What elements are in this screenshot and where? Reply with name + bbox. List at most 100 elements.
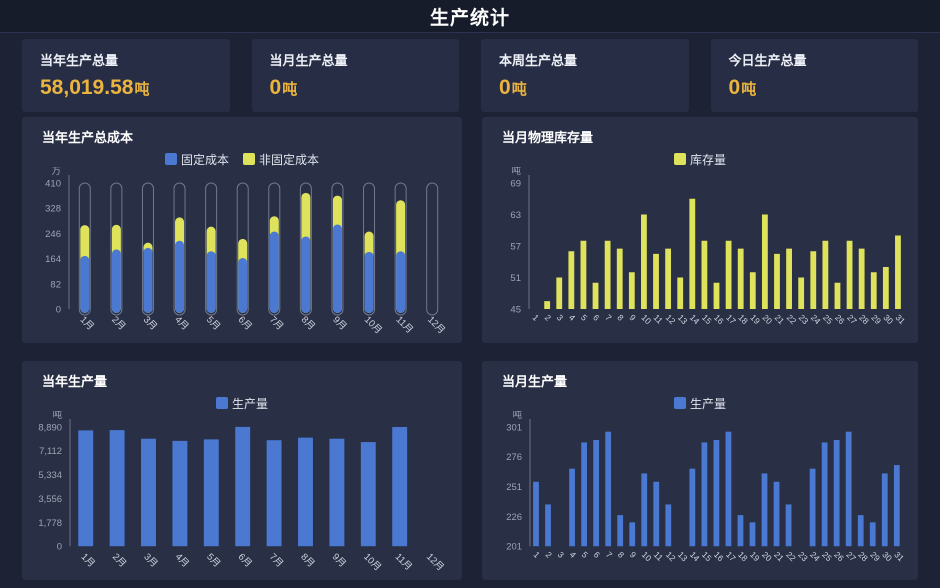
svg-text:8: 8: [616, 549, 627, 560]
svg-text:2: 2: [544, 549, 555, 560]
kpi-unit: 吨: [741, 81, 757, 98]
chart-panel-year-production: 当年生产量 生产量 吨 0 1,778 3,556 5,334 7,112 8,890 1月 2…: [22, 361, 462, 580]
svg-text:2: 2: [543, 312, 554, 323]
svg-text:吨: 吨: [513, 411, 523, 421]
svg-text:1: 1: [531, 312, 542, 323]
svg-text:22: 22: [784, 549, 798, 563]
svg-text:13: 13: [676, 312, 690, 326]
kpi-value: 0吨: [499, 76, 527, 99]
svg-text:14: 14: [688, 312, 702, 326]
svg-text:8,890: 8,890: [38, 422, 62, 433]
legend-color-swatch: [243, 153, 255, 165]
chart-panel-month-inventory: 当月物理库存量 库存量 吨 45 51 57 63 69 1 2 3 4 5 6 7 8 9 10 11 12 13…: [482, 117, 918, 343]
svg-text:8月: 8月: [299, 314, 317, 332]
legend-label: 生产量: [231, 396, 268, 411]
svg-text:11月: 11月: [393, 551, 414, 572]
svg-text:26: 26: [832, 549, 846, 563]
kpi-label: 当年生产总量: [40, 53, 119, 68]
legend-item[interactable]: 库存量: [673, 151, 726, 168]
svg-text:4月: 4月: [173, 551, 191, 569]
svg-text:164: 164: [45, 254, 61, 265]
svg-text:0: 0: [56, 305, 61, 316]
kpi-unit: 吨: [282, 81, 298, 98]
chart-title: 当月物理库存量: [502, 130, 594, 145]
kpi-value: 0吨: [269, 76, 298, 99]
page-title: 生产统计: [429, 7, 510, 29]
svg-text:27: 27: [844, 549, 858, 563]
svg-text:4月: 4月: [172, 314, 190, 332]
svg-text:9月: 9月: [330, 551, 348, 569]
legend-item[interactable]: 生产量: [673, 395, 726, 412]
chart-panel-month-production: 当月生产量 生产量 吨 201 226 251 276 301 1 2 3 4 5 6 7 8 9 10 11 1…: [482, 361, 918, 580]
svg-text:276: 276: [506, 452, 522, 463]
legend-item[interactable]: 非固定成本: [243, 151, 319, 168]
legend-label: 库存量: [689, 152, 726, 167]
legend-color-swatch: [673, 153, 686, 165]
svg-text:19: 19: [748, 312, 762, 326]
svg-text:69: 69: [510, 179, 521, 190]
svg-text:1,778: 1,778: [38, 518, 62, 529]
year-production-chart[interactable]: 吨 0 1,778 3,556 5,334 7,112 8,890 1月 2月 3月 4月 5月 6月 7…: [22, 411, 462, 580]
svg-text:28: 28: [857, 312, 871, 326]
svg-text:26: 26: [833, 312, 847, 326]
svg-text:13: 13: [676, 549, 690, 563]
kpi-value: 0吨: [728, 76, 757, 99]
svg-text:9月: 9月: [330, 314, 348, 332]
svg-text:328: 328: [45, 204, 61, 215]
svg-text:10: 10: [640, 549, 654, 563]
svg-text:10月: 10月: [361, 551, 383, 573]
legend-item[interactable]: 固定成本: [164, 151, 229, 168]
svg-text:410: 410: [45, 179, 61, 190]
chart-panel-year-cost: 当年生产总成本 固定成本 非固定成本 万 0 82 164 246 328 410 1月 2月 3月…: [22, 117, 462, 343]
kpi-row: 当年生产总量 58,019.58吨 当月生产总量 0吨 本周生产总量 0吨 今日…: [22, 39, 918, 112]
svg-text:1月: 1月: [79, 551, 97, 569]
svg-text:万: 万: [51, 167, 61, 177]
svg-text:9: 9: [627, 312, 638, 323]
dashboard: 当年生产总量 58,019.58吨 当月生产总量 0吨 本周生产总量 0吨 今日…: [0, 33, 940, 580]
svg-text:8: 8: [615, 312, 626, 323]
svg-text:25: 25: [820, 549, 834, 563]
legend-item[interactable]: 生产量: [215, 395, 268, 412]
svg-text:吨: 吨: [511, 167, 521, 177]
svg-text:5: 5: [580, 549, 591, 560]
svg-text:3: 3: [555, 312, 566, 323]
svg-text:226: 226: [506, 512, 522, 523]
svg-text:8月: 8月: [298, 551, 316, 569]
svg-text:45: 45: [510, 305, 521, 316]
legend-color-swatch: [673, 397, 686, 409]
svg-text:2月: 2月: [110, 551, 128, 569]
svg-text:21: 21: [772, 549, 786, 563]
chart-legend: 固定成本 非固定成本: [22, 151, 462, 167]
svg-text:6: 6: [591, 312, 602, 323]
kpi-label: 本周生产总量: [499, 53, 578, 68]
chart-legend: 生产量: [22, 395, 462, 411]
svg-text:7月: 7月: [267, 314, 285, 332]
svg-text:301: 301: [506, 422, 522, 433]
svg-text:16: 16: [712, 549, 726, 563]
svg-text:1月: 1月: [78, 314, 96, 332]
kpi-value: 58,019.58吨: [40, 76, 150, 99]
legend-label: 生产量: [689, 396, 726, 411]
svg-text:23: 23: [797, 312, 811, 326]
kpi-label: 当月生产总量: [269, 53, 348, 68]
svg-text:吨: 吨: [53, 411, 63, 421]
svg-text:29: 29: [868, 549, 882, 563]
svg-text:4: 4: [568, 549, 579, 560]
svg-text:15: 15: [700, 312, 714, 326]
kpi-card-year-total: 当年生产总量 58,019.58吨: [22, 39, 230, 112]
svg-text:17: 17: [724, 549, 738, 563]
year-cost-chart[interactable]: 万 0 82 164 246 328 410 1月 2月 3月 4月 5月 6月 7月 8月 9月 10月 11月…: [22, 167, 462, 343]
legend-color-swatch: [164, 153, 177, 165]
page-header: 生产统计: [0, 0, 940, 33]
svg-text:30: 30: [880, 549, 894, 563]
svg-text:27: 27: [845, 312, 859, 326]
svg-text:9: 9: [628, 549, 639, 560]
svg-text:11月: 11月: [394, 314, 415, 335]
svg-text:31: 31: [892, 549, 906, 563]
svg-text:25: 25: [821, 312, 835, 326]
svg-text:30: 30: [881, 312, 895, 326]
svg-text:20: 20: [760, 549, 774, 563]
kpi-label: 今日生产总量: [728, 53, 807, 68]
